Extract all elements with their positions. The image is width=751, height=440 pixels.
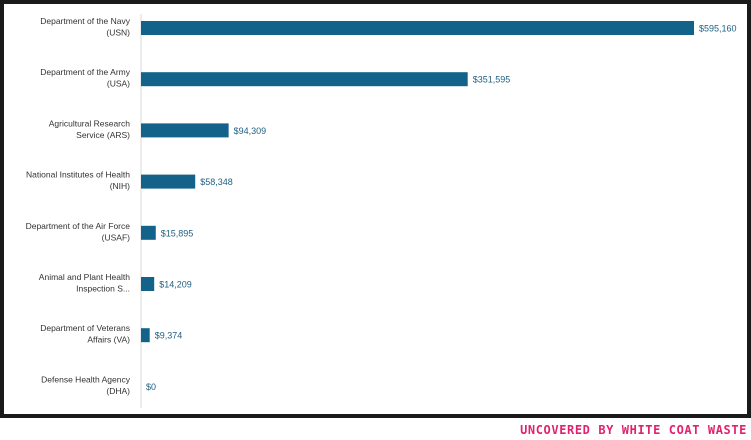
category-label: Department of the Air Force (USAF) <box>26 221 131 243</box>
category-label-line: Animal and Plant Health <box>39 272 130 282</box>
category-label-line: Defense Health Agency <box>41 374 131 384</box>
bar <box>141 328 150 343</box>
bar <box>141 225 156 240</box>
brand-footer: UNCOVERED BY WHITE COAT WASTE <box>520 423 747 437</box>
category-label-line: Department of the Navy <box>40 16 131 26</box>
bar-row: Defense Health Agency (DHA) $0 <box>41 374 156 396</box>
bar-row: Animal and Plant Health Inspection S... $1… <box>39 272 192 294</box>
bar-row: Department of the Navy (USN) $595,160 <box>40 16 736 38</box>
value-label: $0 <box>146 382 156 392</box>
category-label-line: (USA) <box>107 79 130 89</box>
category-label-line: Service (ARS) <box>76 130 130 140</box>
category-label-line: (NIH) <box>110 181 130 191</box>
value-label: $15,895 <box>161 228 194 238</box>
category-label-line: National Institutes of Health <box>26 170 130 180</box>
bar <box>141 123 229 138</box>
value-label: $9,374 <box>155 331 183 341</box>
category-label-line: Inspection S... <box>76 284 130 294</box>
category-label: Department of Veterans Affairs (VA) <box>40 323 130 345</box>
category-label-line: Department of the Army <box>40 67 131 77</box>
bar-row: Department of Veterans Affairs (VA) $9,374 <box>40 323 182 345</box>
bar-row: Agricultural Research Service (ARS) $94,30… <box>49 118 266 139</box>
category-label: Department of the Army (USA) <box>40 67 131 89</box>
category-label: Animal and Plant Health Inspection S... <box>39 272 130 294</box>
bar <box>141 174 196 189</box>
category-label-line: Affairs (VA) <box>87 335 130 345</box>
value-label: $94,309 <box>234 126 267 136</box>
value-label: $351,595 <box>473 75 511 85</box>
bar-row: Department of the Air Force (USAF) $15,895 <box>26 221 194 243</box>
category-label: Department of the Navy (USN) <box>40 16 131 38</box>
chart-frame: Department of the Navy (USN) $595,160 Depar… <box>0 0 751 418</box>
value-label: $14,209 <box>159 280 192 290</box>
bar <box>141 277 155 291</box>
category-label-line: (USN) <box>106 28 130 38</box>
bar <box>141 21 694 35</box>
category-label-line: Department of the Air Force <box>26 221 131 231</box>
category-label-line: (DHA) <box>106 386 130 396</box>
category-label: Defense Health Agency (DHA) <box>41 374 131 396</box>
bar <box>141 72 468 87</box>
category-label: Agricultural Research Service (ARS) <box>49 118 131 139</box>
bar-row: Department of the Army (USA) $351,595 <box>40 67 510 89</box>
category-label-line: (USAF) <box>102 232 131 242</box>
category-label: National Institutes of Health (NIH) <box>26 170 130 192</box>
bar-chart: Department of the Navy (USN) $595,160Depar… <box>26 14 737 408</box>
value-label: $58,348 <box>200 177 233 187</box>
category-label-line: Agricultural Research <box>49 118 131 128</box>
bar-row: National Institutes of Health (NIH) $58,34… <box>26 170 233 192</box>
value-label: $595,160 <box>699 24 737 34</box>
category-label-line: Department of Veterans <box>40 323 130 333</box>
